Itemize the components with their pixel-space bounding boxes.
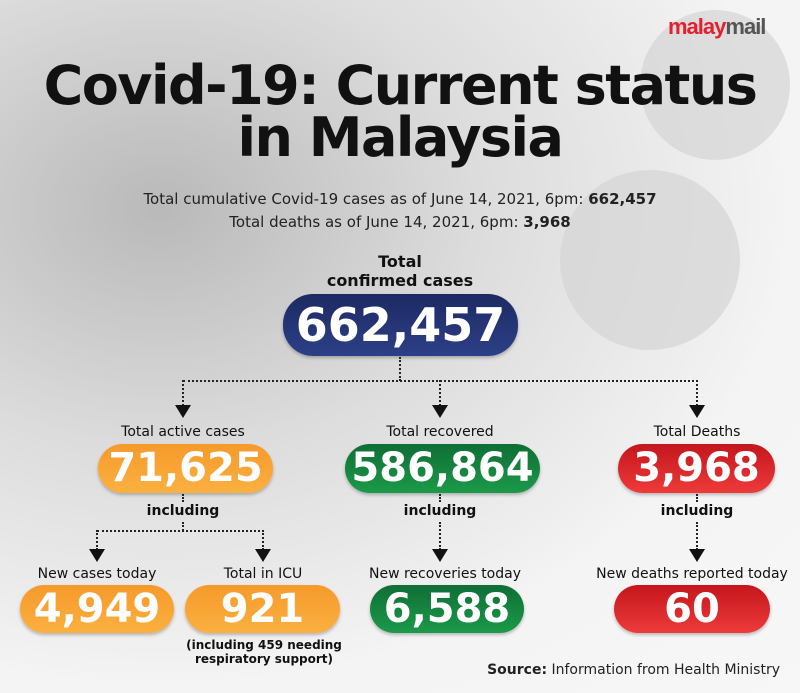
icu-note: (including 459 needing respiratory suppor…	[186, 638, 342, 666]
connector	[696, 522, 698, 550]
arrow-down-icon	[255, 549, 271, 562]
arrow-down-icon	[432, 549, 448, 562]
recovered-label: Total recovered	[386, 424, 494, 440]
connector	[182, 522, 184, 531]
new-recoveries-label: New recoveries today	[368, 566, 522, 582]
icu-value: 921	[185, 585, 340, 633]
deaths-label: Total Deaths	[653, 424, 741, 440]
total-confirmed-value: 662,457	[283, 294, 518, 356]
logo-part2: mail	[725, 14, 766, 39]
new-deaths-label: New deaths reported today	[596, 566, 788, 582]
new-deaths-value: 60	[614, 585, 770, 633]
deaths-including: including	[660, 503, 734, 519]
title-line2: in Malaysia	[237, 106, 564, 169]
new-cases-label: New cases today	[37, 566, 157, 582]
connector	[182, 380, 184, 406]
virus-illustration	[560, 170, 740, 350]
connector	[262, 530, 264, 550]
deaths-value: 3,968	[523, 213, 571, 231]
arrow-down-icon	[689, 549, 705, 562]
active-value: 71,625	[98, 444, 273, 493]
connector	[399, 357, 401, 381]
connector	[696, 380, 698, 406]
icu-note-line2: respiratory support)	[194, 652, 334, 666]
source-note: Source: Information from Health Ministry	[487, 662, 780, 678]
page-title: Covid-19: Current status in Malaysia	[0, 54, 800, 169]
recovered-value: 586,864	[345, 444, 540, 493]
connector	[439, 494, 441, 502]
title-line1: Covid-19: Current status	[43, 54, 758, 117]
new-recoveries-value: 6,588	[370, 585, 524, 633]
arrow-down-icon	[432, 405, 448, 418]
arrow-down-icon	[175, 405, 191, 418]
connector	[96, 530, 98, 550]
label-line1: Total	[378, 252, 422, 271]
connector	[696, 494, 698, 502]
icu-label: Total in ICU	[223, 566, 303, 582]
connector	[97, 530, 264, 532]
connector	[182, 494, 184, 502]
active-label: Total active cases	[121, 424, 245, 440]
deaths-value: 3,968	[618, 444, 775, 493]
malaymail-logo: malaymail	[668, 14, 766, 40]
icu-note-line1: (including 459 needing	[186, 638, 342, 652]
source-text: Information from Health Ministry	[547, 662, 780, 678]
arrow-down-icon	[89, 549, 105, 562]
active-including: including	[146, 503, 220, 519]
cases-value: 662,457	[588, 190, 657, 208]
total-deaths-line: Total deaths as of June 14, 2021, 6pm: 3…	[0, 213, 800, 231]
cumulative-cases-line: Total cumulative Covid-19 cases as of Ju…	[0, 190, 800, 208]
total-confirmed-label: Total confirmed cases	[327, 252, 473, 290]
source-label: Source:	[487, 662, 548, 678]
recovered-including: including	[403, 503, 477, 519]
logo-part1: malay	[668, 14, 726, 39]
connector	[439, 380, 441, 406]
virus-illustration	[640, 10, 790, 160]
deaths-text: Total deaths as of June 14, 2021, 6pm:	[229, 213, 524, 231]
cases-text: Total cumulative Covid-19 cases as of Ju…	[143, 190, 589, 208]
arrow-down-icon	[689, 405, 705, 418]
label-line2: confirmed cases	[326, 271, 474, 290]
new-cases-value: 4,949	[20, 585, 174, 633]
connector	[439, 522, 441, 550]
